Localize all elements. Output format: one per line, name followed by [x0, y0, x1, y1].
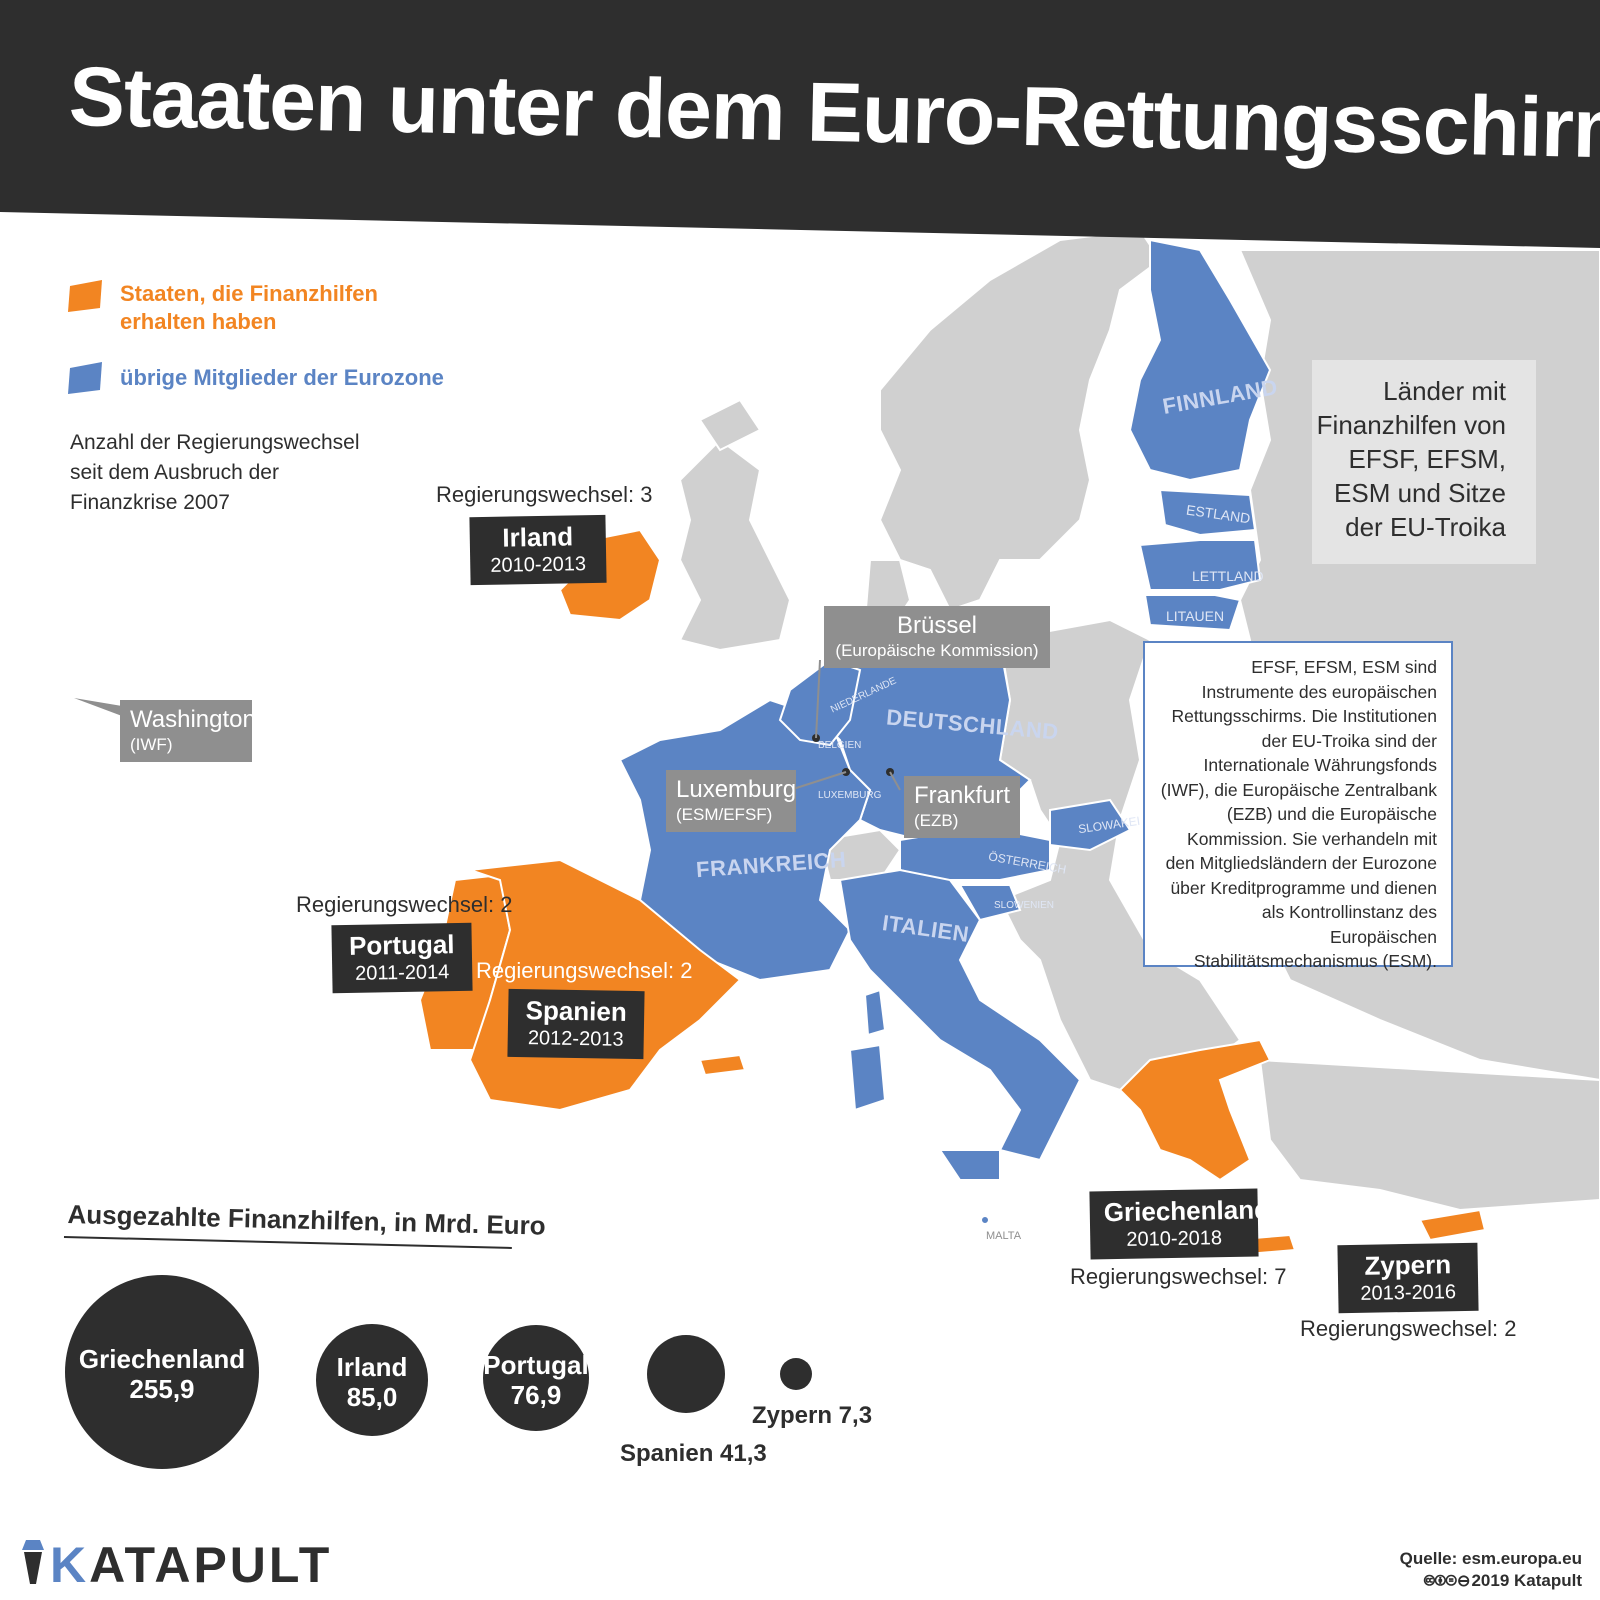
portugal-government-changes: Regierungswechsel: 2: [296, 892, 513, 917]
government-change-note: Anzahl der Regierungswechsel seit dem Au…: [70, 431, 360, 514]
side-info-text: Länder mit Finanzhilfen von EFSF, EFSM, …: [1316, 376, 1506, 542]
corsica-shape: [863, 988, 887, 1037]
logo-letter-k: K: [50, 1537, 90, 1593]
map-label-litauen: LITAUEN: [1166, 608, 1225, 624]
bubble-zypern: [779, 1357, 813, 1391]
institution-luxemburg-sub: (ESM/EFSF): [676, 805, 773, 824]
portugal-years: 2011-2014: [354, 961, 450, 985]
institution-washington: Washington (IWF): [120, 700, 256, 762]
institution-luxemburg: Luxemburg (ESM/EFSF): [666, 770, 796, 832]
bubble-value: 76,9: [510, 1379, 562, 1410]
side-info-box: Länder mit Finanzhilfen von EFSF, EFSM, …: [1312, 360, 1536, 564]
spain-name: Spanien: [525, 995, 628, 1027]
cyprus-shape: [1418, 1208, 1487, 1242]
rescue-info-text: EFSF, EFSM, ESM sind Instrumente des eur…: [1160, 657, 1437, 971]
italy-shape: [838, 868, 1082, 1162]
greece-label: Griechenland 2010-2018: [1089, 1188, 1271, 1260]
portugal-label: Portugal 2011-2014: [331, 922, 473, 994]
estonia-shape: [1158, 488, 1257, 537]
map-label-luxemburg: LUXEMBURG: [818, 790, 882, 801]
institution-washington-sub: (IWF): [130, 735, 173, 754]
portugal-name: Portugal: [348, 929, 455, 961]
bubble-label-zypern: Zypern 7,3: [752, 1402, 873, 1429]
ireland-government-changes: Regierungswechsel: 3: [436, 482, 653, 507]
legend-eurozone-label: übrige Mitglieder der Eurozone: [120, 365, 444, 390]
bubble-value: 85,0: [346, 1381, 398, 1412]
spain-government-changes: Regierungswechsel: 2: [476, 958, 693, 983]
institution-bruessel-sub: (Europäische Kommission): [835, 641, 1039, 660]
institution-luxemburg-name: Luxemburg: [676, 776, 797, 803]
finland-shape: [1128, 238, 1272, 482]
source-line: Quelle: esm.europa.eu: [1399, 1549, 1582, 1568]
legend-swatch-eurozone: [68, 362, 102, 394]
cc-license-icon: 🅭🅯⊜⊖: [1424, 1573, 1472, 1590]
bubble-country: Irland: [336, 1351, 408, 1382]
greece-shape: [1118, 1038, 1272, 1182]
balearic-shape: [698, 1053, 747, 1077]
katapult-logo: KATAPULT: [50, 1536, 332, 1594]
slovakia-shape: [1049, 798, 1132, 852]
katapult-logo-icon: [22, 1540, 44, 1584]
greece-government-changes: Regierungswechsel: 7: [1070, 1264, 1287, 1289]
cyprus-years: 2013-2016: [1360, 1281, 1457, 1305]
spain-years: 2012-2013: [527, 1027, 624, 1051]
bubble-country: Griechenland: [78, 1344, 246, 1374]
rescue-info-box: EFSF, EFSM, ESM sind Instrumente des eur…: [1143, 641, 1453, 971]
spain-label: Spanien 2012-2013: [507, 988, 645, 1060]
copyright-line: 🅭🅯⊜⊖ 2019 Katapult: [1400, 1570, 1583, 1593]
cyprus-name: Zypern: [1364, 1249, 1452, 1281]
source-credit: Quelle: esm.europa.eu 🅭🅯⊜⊖ 2019 Katapult: [1400, 1548, 1582, 1593]
legend-recipient-label: Staaten, die Finanzhilfen erhalten haben: [120, 281, 378, 334]
slovenia-shape: [958, 884, 1022, 922]
cyprus-label: Zypern 2013-2016: [1337, 1242, 1479, 1314]
sicily-shape: [938, 1149, 1001, 1181]
ireland-years: 2010-2013: [490, 553, 587, 577]
map-label-lettland: LETTLAND: [1192, 568, 1264, 584]
institution-bruessel-name: Brüssel: [896, 612, 978, 639]
lithuania-shape: [1143, 594, 1242, 632]
ireland-name: Irland: [502, 521, 574, 553]
greece-years: 2010-2018: [1126, 1227, 1223, 1251]
institution-frankfurt-sub: (EZB): [914, 811, 959, 830]
institution-washington-name: Washington: [130, 706, 256, 733]
washington-pointer: [74, 698, 122, 716]
bubble-griechenland: Griechenland 255,9: [65, 1275, 259, 1469]
eurozone-countries: [618, 238, 1272, 1225]
map-label-belgien: BELGIEN: [818, 740, 862, 751]
bubble-spanien: [647, 1335, 725, 1413]
sardinia-shape: [848, 1043, 887, 1112]
bubble-label-spanien: Spanien 41,3: [620, 1440, 767, 1467]
callout-lines: [789, 659, 901, 791]
bubble-portugal: Portugal 76,9: [482, 1324, 590, 1432]
map-label-slowenien: SLOWENIEN: [994, 900, 1055, 911]
map-label-malta: MALTA: [986, 1230, 1022, 1242]
institution-bruessel: Brüssel (Europäische Kommission): [824, 606, 1050, 668]
greece-name: Griechenland: [1103, 1194, 1271, 1228]
logo-rest: ATAPULT: [89, 1537, 333, 1593]
bubble-country: Portugal: [483, 1349, 589, 1380]
institution-frankfurt: Frankfurt (EZB): [904, 776, 1020, 838]
cyprus-government-changes: Regierungswechsel: 2: [1300, 1316, 1517, 1341]
copyright-text: 2019 Katapult: [1471, 1571, 1582, 1590]
ireland-label: Irland 2010-2013: [469, 514, 607, 586]
latvia-shape: [1138, 539, 1262, 591]
legend-swatch-recipient: [68, 280, 102, 312]
institution-frankfurt-name: Frankfurt: [914, 782, 1011, 809]
malta-shape: [980, 1215, 990, 1225]
bubble-value: 255,9: [129, 1374, 195, 1404]
bubble-irland: Irland 85,0: [316, 1324, 428, 1436]
title-band: Staaten unter dem Euro-Rettungsschirm: [0, 0, 1600, 250]
